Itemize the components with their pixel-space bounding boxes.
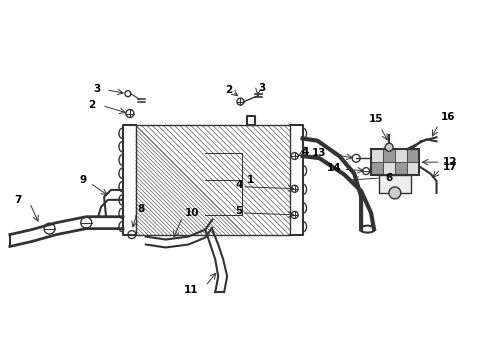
Text: 6: 6 <box>385 173 392 183</box>
Bar <box>407 149 418 162</box>
Bar <box>395 149 407 162</box>
Text: 10: 10 <box>184 208 199 218</box>
Text: 2: 2 <box>88 100 95 109</box>
Text: 14: 14 <box>327 163 341 173</box>
Text: 7: 7 <box>14 195 22 205</box>
Bar <box>136 125 290 235</box>
Bar <box>383 149 395 162</box>
Text: 1: 1 <box>247 175 254 185</box>
Circle shape <box>385 143 393 151</box>
Bar <box>379 175 411 193</box>
Text: 3: 3 <box>93 84 100 94</box>
Text: 8: 8 <box>138 204 145 214</box>
Text: 15: 15 <box>368 114 383 125</box>
Bar <box>371 149 383 162</box>
Text: 5: 5 <box>235 206 243 216</box>
Text: 9: 9 <box>79 175 86 185</box>
Text: 16: 16 <box>441 112 455 122</box>
Text: 4: 4 <box>235 180 243 190</box>
Text: 2: 2 <box>225 85 232 95</box>
Circle shape <box>389 187 401 199</box>
Bar <box>395 162 407 175</box>
Text: 11: 11 <box>184 285 198 295</box>
Text: 17: 17 <box>442 162 457 172</box>
Bar <box>371 149 418 175</box>
Bar <box>407 162 418 175</box>
Text: 3: 3 <box>258 83 266 93</box>
Text: 4: 4 <box>301 147 309 157</box>
Text: 13: 13 <box>312 148 326 158</box>
Bar <box>383 162 395 175</box>
Text: 12: 12 <box>442 157 457 167</box>
Bar <box>371 162 383 175</box>
